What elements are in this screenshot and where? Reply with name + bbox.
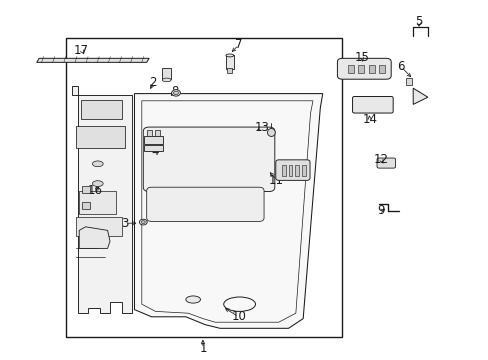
Polygon shape [79,227,110,248]
FancyBboxPatch shape [143,127,274,192]
Bar [288,165,292,176]
Bar [81,202,90,209]
Bar [79,191,116,214]
Text: 11: 11 [268,174,283,186]
Bar [347,65,353,73]
Bar [405,78,411,85]
Text: 13: 13 [254,121,268,134]
Text: 2: 2 [149,76,157,89]
Polygon shape [412,88,427,104]
Ellipse shape [173,91,178,95]
Text: 16: 16 [88,184,102,197]
Bar [368,65,374,73]
Ellipse shape [141,221,145,224]
Text: 8: 8 [171,85,179,98]
Text: 1: 1 [199,342,206,355]
Ellipse shape [171,90,180,96]
Bar [302,165,305,176]
Bar [358,65,364,73]
Bar [378,65,384,73]
Bar [81,100,122,119]
FancyBboxPatch shape [337,58,390,79]
Polygon shape [72,86,132,313]
Polygon shape [134,94,322,328]
Ellipse shape [267,129,275,136]
Ellipse shape [185,296,200,303]
Bar [295,165,299,176]
Bar [281,165,285,176]
Text: 17: 17 [74,44,89,57]
FancyBboxPatch shape [275,160,309,180]
Bar [144,145,163,151]
Text: 9: 9 [377,204,385,217]
FancyBboxPatch shape [146,187,264,221]
Bar [227,68,232,73]
Text: 7: 7 [234,39,242,51]
Text: 15: 15 [354,51,368,64]
FancyBboxPatch shape [376,158,395,168]
Bar [66,38,342,337]
Polygon shape [37,58,149,62]
Text: 10: 10 [231,310,245,323]
Ellipse shape [92,181,103,186]
Bar [225,55,233,69]
Ellipse shape [162,78,171,82]
Ellipse shape [225,54,233,57]
Text: 6: 6 [396,60,404,73]
Bar [76,126,124,148]
Text: 5: 5 [414,15,422,28]
Bar [162,68,171,79]
Bar [155,130,160,136]
Ellipse shape [139,219,147,225]
Bar [146,130,151,136]
Bar [81,186,90,193]
Bar [144,136,163,144]
FancyBboxPatch shape [352,96,392,113]
Text: 4: 4 [151,145,159,158]
Text: 3: 3 [121,217,128,230]
Text: 12: 12 [373,153,388,166]
Text: 14: 14 [362,113,376,126]
Bar [76,217,122,236]
Ellipse shape [92,161,103,167]
